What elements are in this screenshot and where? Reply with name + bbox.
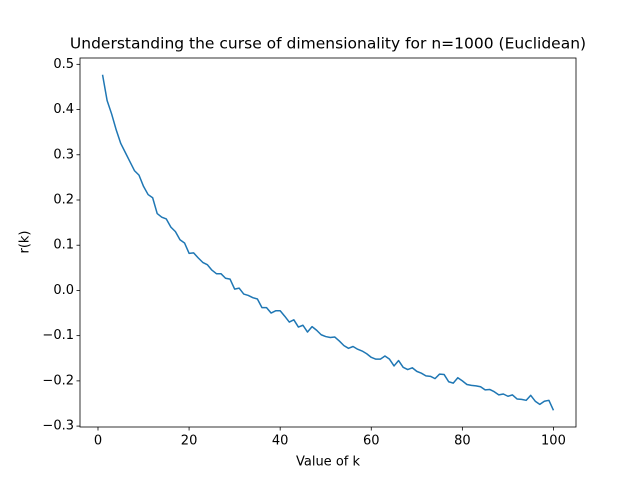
y-tick-label: 0.4 [53,102,74,117]
y-tick-label: −0.3 [42,419,74,434]
x-tick-label: 60 [363,434,380,449]
y-tick-label: 0.5 [53,57,74,72]
x-tick-label: 20 [181,434,198,449]
chart-title: Understanding the curse of dimensionalit… [70,35,586,53]
plot-frame [79,57,577,428]
x-axis-label: Value of k [296,455,360,470]
y-axis-label: r(k) [18,230,33,253]
x-tick-label: 80 [454,434,471,449]
y-tick-label: −0.1 [42,328,74,343]
x-tick-label: 0 [94,434,102,449]
x-tick-label: 40 [272,434,289,449]
y-tick-label: 0.1 [53,238,74,253]
y-tick-label: −0.2 [42,373,74,388]
y-tick-label: 0.2 [53,192,74,207]
x-tick-label: 100 [541,434,566,449]
line [101,74,555,411]
y-tick-label: 0.3 [53,147,74,162]
y-tick-label: 0.0 [53,283,74,298]
